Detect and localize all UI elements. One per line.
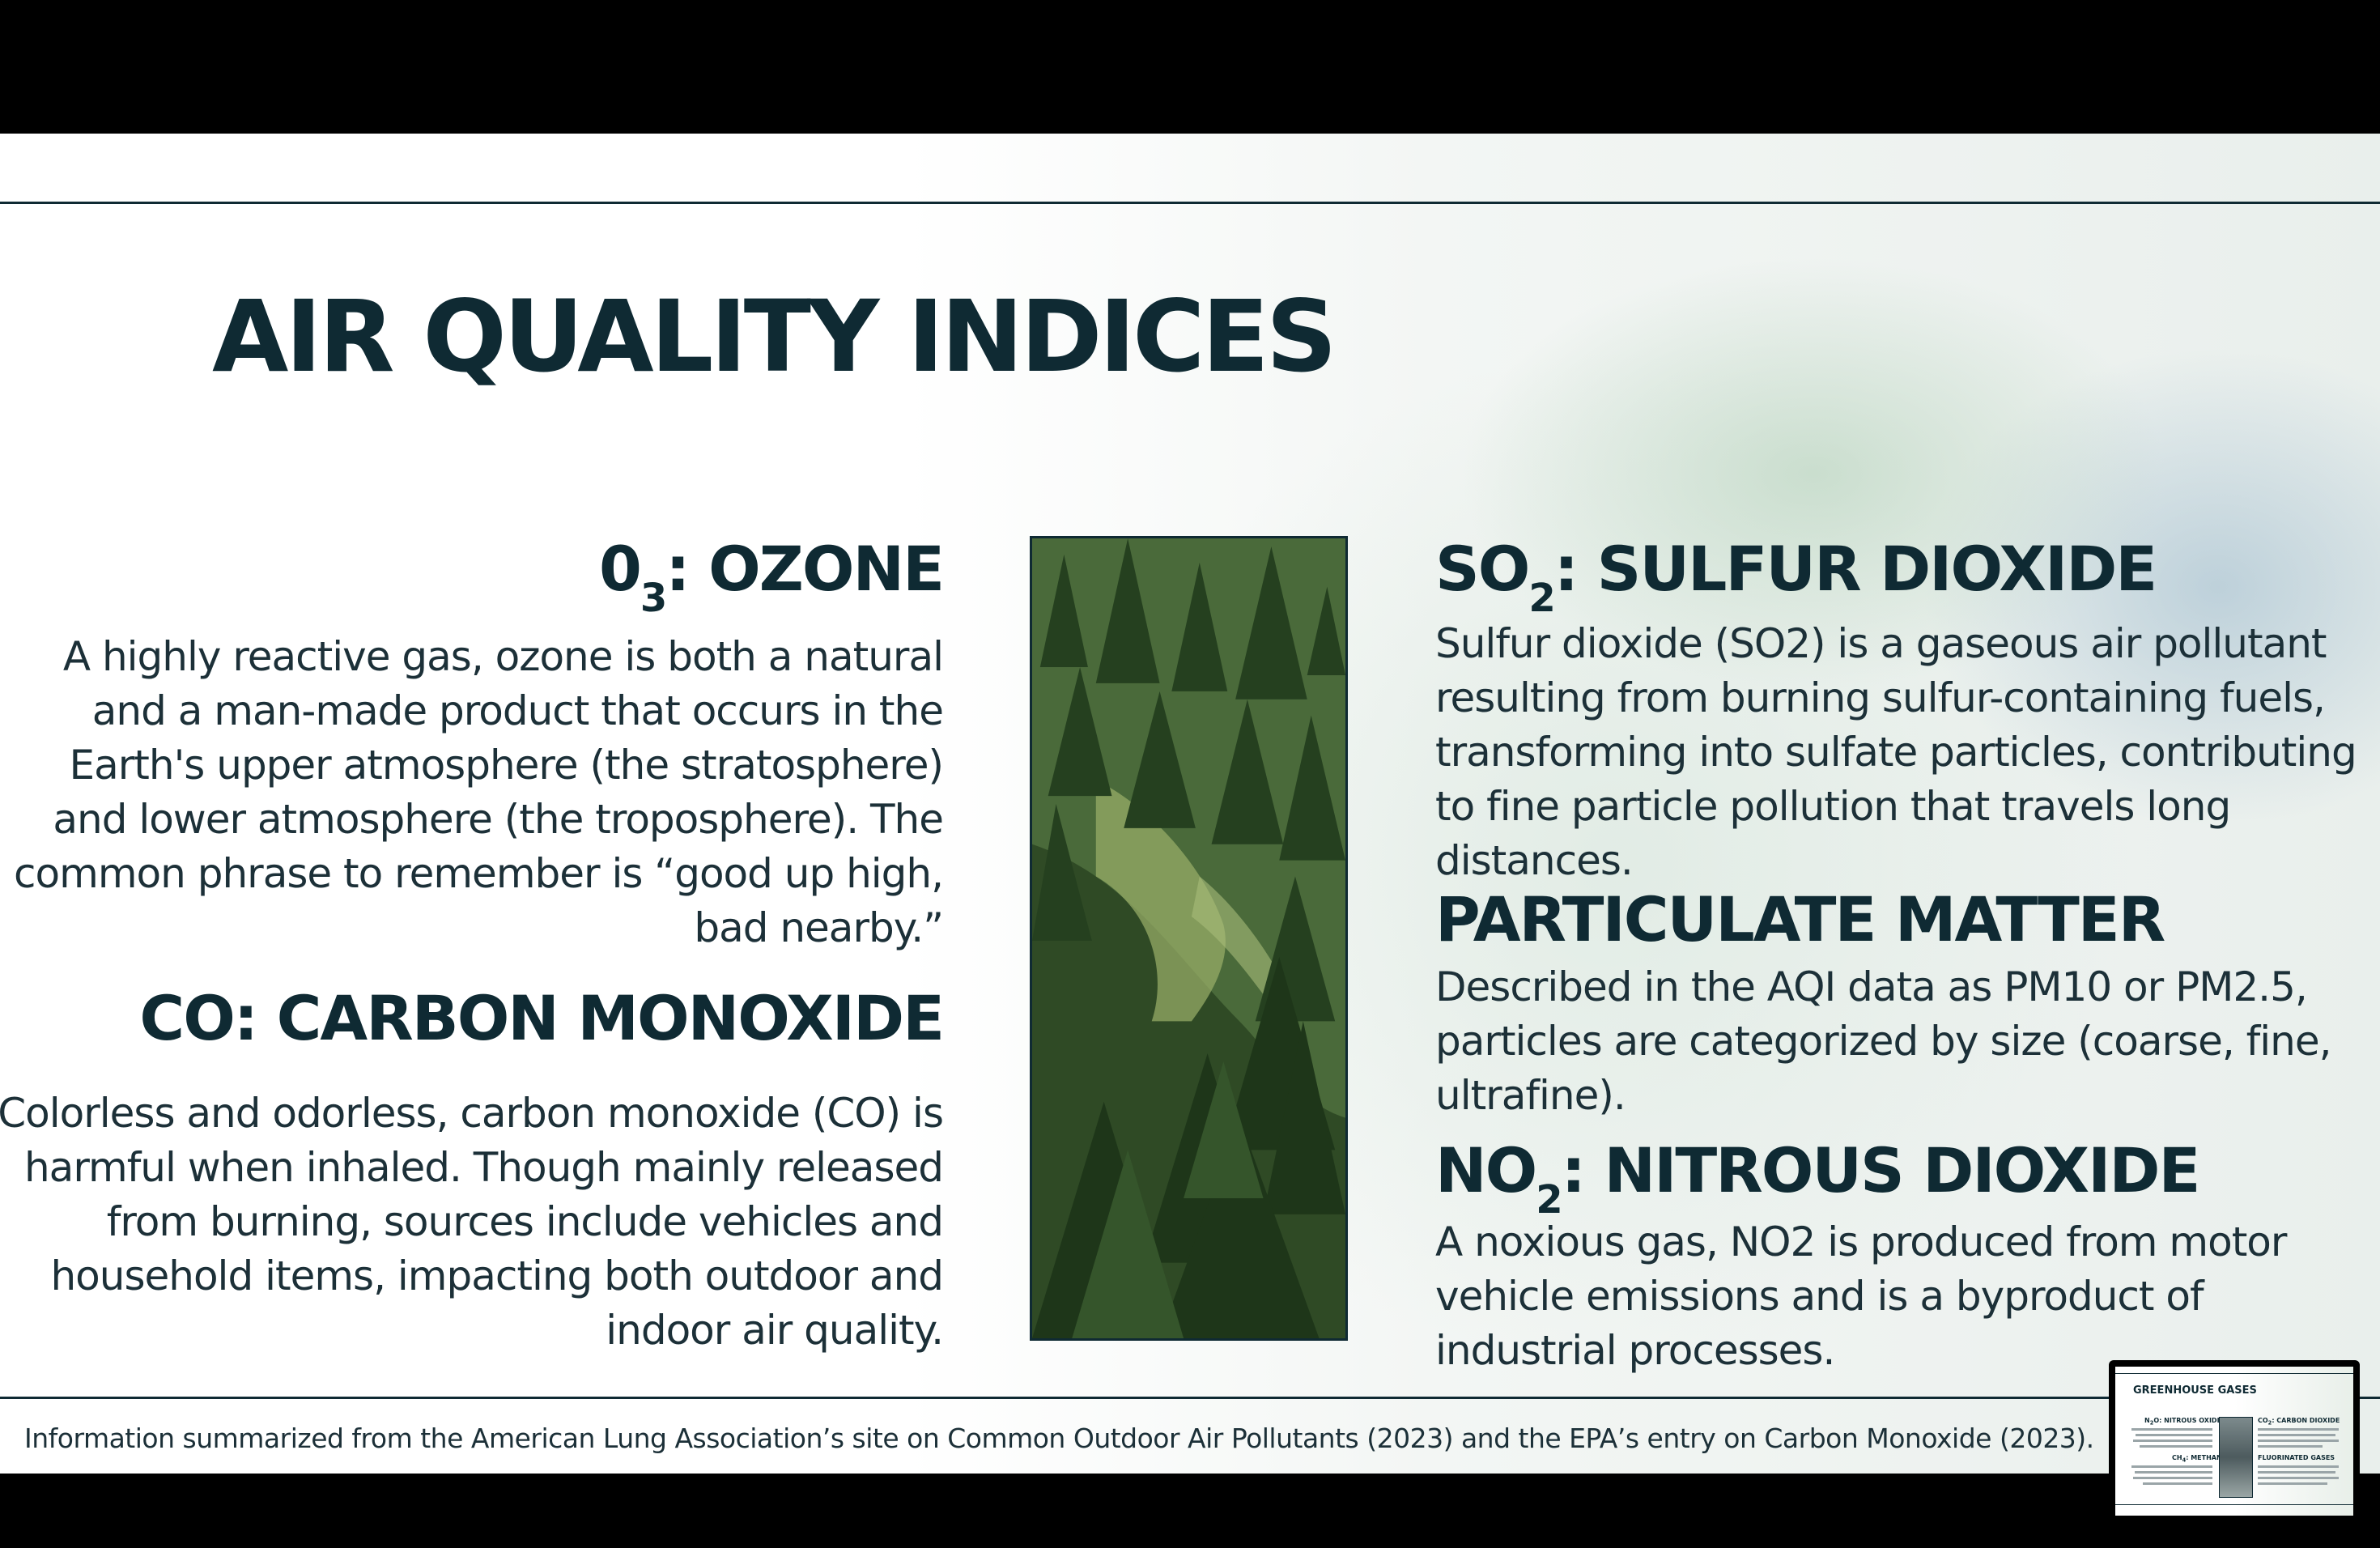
bottom-rule bbox=[0, 1397, 2380, 1399]
letterbox-top bbox=[0, 0, 2380, 134]
thumbnail-title: GREENHOUSE GASES bbox=[2133, 1384, 2257, 1397]
thumbnail-text-line bbox=[2131, 1428, 2212, 1431]
thumbnail-text-line bbox=[2258, 1465, 2339, 1468]
thumbnail-heading-co2: CO2: CARBON DIOXIDE bbox=[2258, 1417, 2340, 1427]
thumbnail-text-line bbox=[2133, 1440, 2212, 1442]
source-footnote: Information summarized from the American… bbox=[24, 1423, 2094, 1454]
thumbnail-heading-ch4: CH4: METHANE bbox=[2172, 1454, 2227, 1464]
thumbnail-content: GREENHOUSE GASES N2O: NITROUS OXIDE CH4:… bbox=[2115, 1367, 2353, 1516]
thumbnail-text-line bbox=[2143, 1482, 2212, 1485]
slide: AIR QUALITY INDICES 03: OZONE A highly r… bbox=[0, 134, 2380, 1474]
thumbnail-text-line bbox=[2258, 1440, 2339, 1442]
no2-heading: NO2: NITROUS DIOXIDE bbox=[1435, 1134, 2200, 1223]
slide-title: AIR QUALITY INDICES bbox=[212, 279, 1337, 394]
thumbnail-text-line bbox=[2258, 1445, 2323, 1448]
thumbnail-text-line bbox=[2131, 1465, 2212, 1468]
thumbnail-text-line bbox=[2140, 1445, 2212, 1448]
forest-image bbox=[1030, 536, 1348, 1341]
thumbnail-text-line bbox=[2258, 1477, 2339, 1479]
thumbnail-image bbox=[2219, 1417, 2253, 1498]
thumbnail-text-line bbox=[2258, 1471, 2335, 1474]
thumbnail-bottom-rule bbox=[2115, 1504, 2353, 1505]
so2-body: Sulfur dioxide (SO2) is a gaseous air po… bbox=[1435, 620, 2357, 884]
letterbox-bottom bbox=[0, 1474, 2380, 1548]
ozone-heading: 03: OZONE bbox=[599, 533, 945, 621]
pm-heading: PARTICULATE MATTER bbox=[1435, 883, 2165, 955]
thumbnail-text-line bbox=[2135, 1471, 2212, 1474]
thumbnail-text-line bbox=[2258, 1434, 2335, 1436]
top-rule bbox=[0, 202, 2380, 204]
next-slide-thumbnail[interactable]: GREENHOUSE GASES N2O: NITROUS OXIDE CH4:… bbox=[2109, 1360, 2360, 1522]
co-heading: CO: CARBON MONOXIDE bbox=[139, 982, 945, 1054]
thumbnail-text-line bbox=[2136, 1434, 2212, 1436]
thumbnail-heading-fluorinated: FLUORINATED GASES bbox=[2258, 1454, 2335, 1461]
thumbnail-text-line bbox=[2258, 1482, 2327, 1485]
thumbnail-heading-n2o: N2O: NITROUS OXIDE bbox=[2144, 1417, 2222, 1427]
so2-heading: SO2: SULFUR DIOXIDE bbox=[1435, 533, 2157, 621]
thumbnail-text-line bbox=[2258, 1428, 2339, 1431]
forest-illustration bbox=[1032, 538, 1345, 1338]
no2-body: A noxious gas, NO2 is produced from moto… bbox=[1435, 1218, 2287, 1374]
thumbnail-top-rule bbox=[2115, 1373, 2353, 1374]
thumbnail-text-line bbox=[2133, 1477, 2212, 1479]
co-body: Colorless and odorless, carbon monoxide … bbox=[0, 1090, 944, 1354]
pm-body: Described in the AQI data as PM10 or PM2… bbox=[1435, 963, 2331, 1119]
ozone-body: A highly reactive gas, ozone is both a n… bbox=[14, 633, 944, 951]
